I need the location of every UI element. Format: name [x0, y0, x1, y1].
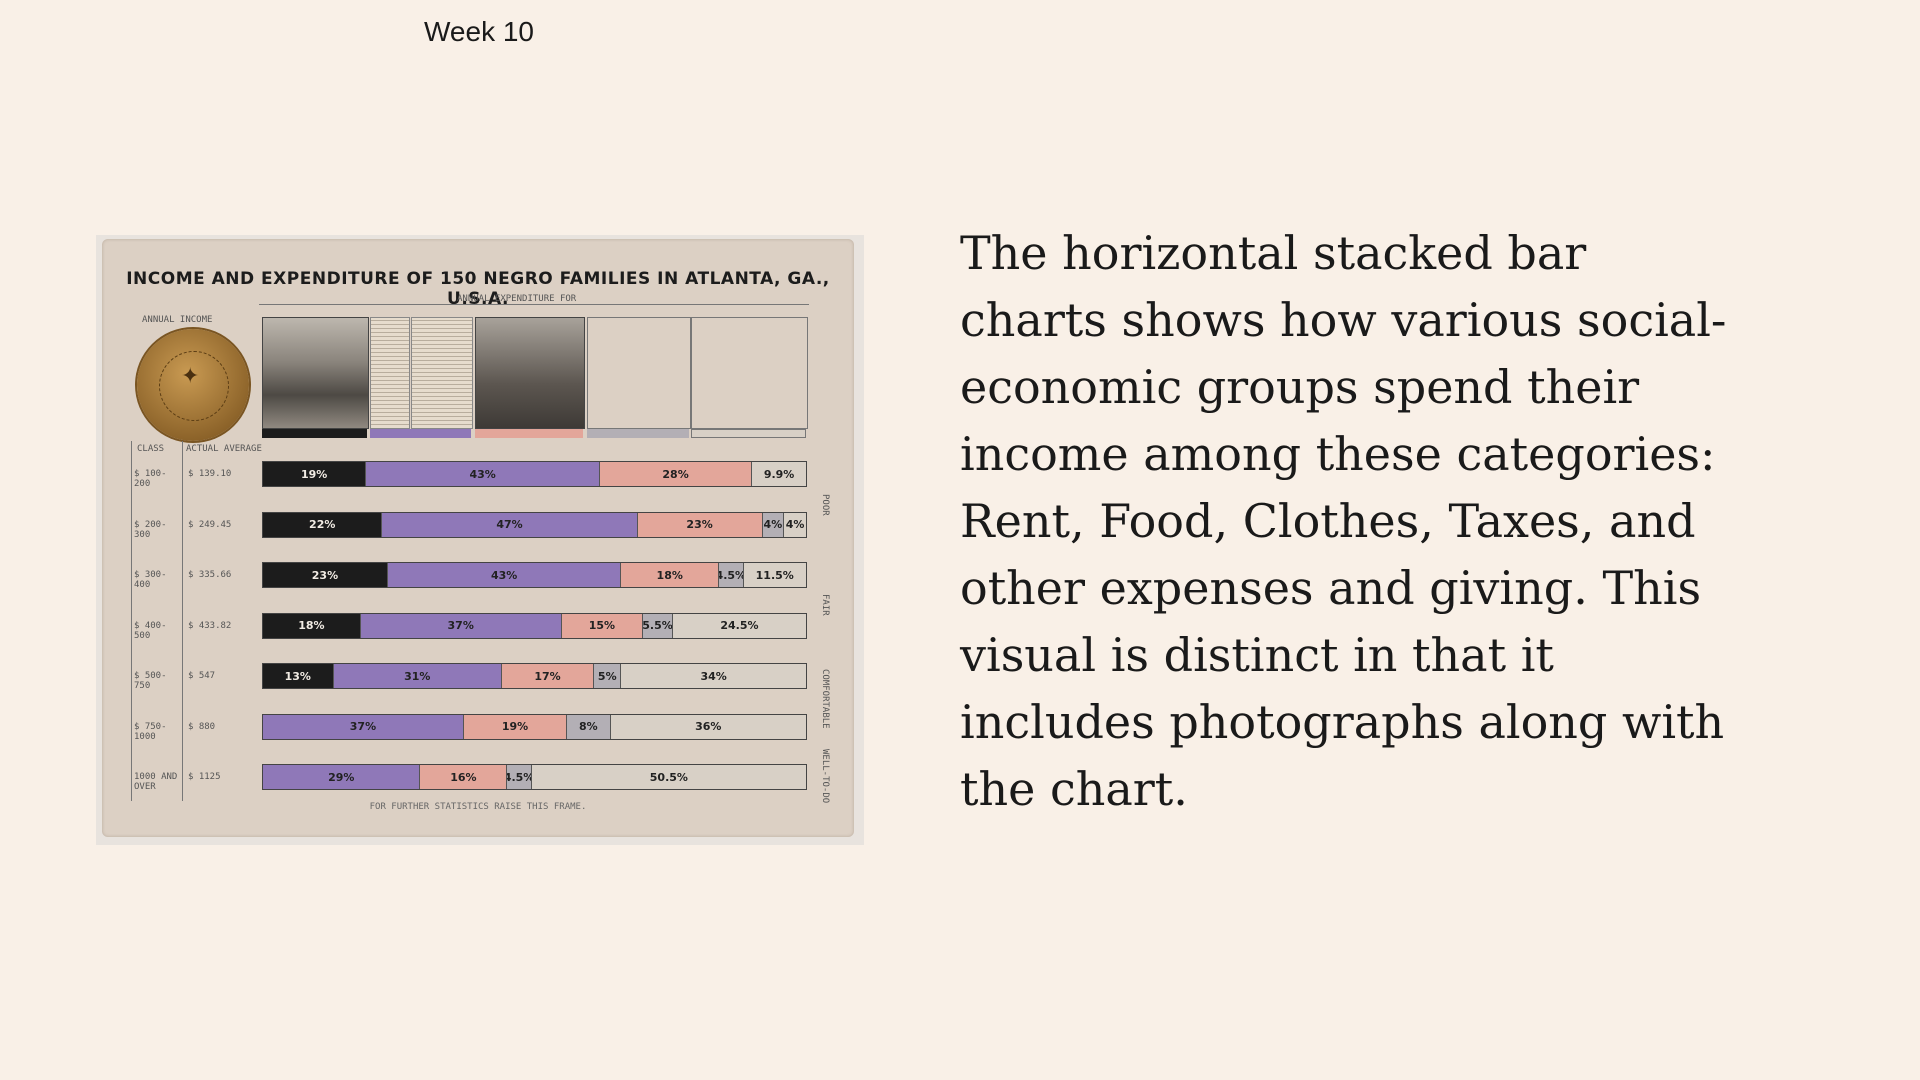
photo-house — [262, 317, 369, 429]
legend-taxes — [587, 429, 689, 438]
bar-segment-other-expenses-and-savings: 24.5% — [672, 613, 806, 638]
bar-segment-food: 31% — [333, 664, 502, 688]
eagle-icon: ✦ — [181, 363, 200, 388]
bar-segment-clothes: 17% — [501, 664, 595, 688]
row-average-label: $ 547 — [188, 671, 216, 681]
side-label-comfortable: COMFORTABLE — [820, 669, 830, 729]
bar-segment-clothes: 16% — [420, 765, 508, 789]
stacked-bar: 29%16%4.5%50.5% — [262, 764, 807, 790]
slide-description: The horizontal stacked bar charts shows … — [960, 226, 1727, 816]
seal-icon: ✦ — [137, 329, 249, 441]
bar-segment-food: 47% — [382, 512, 638, 537]
class-header: CLASS — [137, 444, 165, 454]
bar-segment-other-expenses-and-savings: 4% — [784, 512, 806, 537]
stacked-bar: 37% 19% 8% 36% — [262, 713, 807, 740]
bar-segment-other-expenses-and-savings: 34% — [621, 664, 806, 688]
row-average-label: $ 880 — [188, 721, 216, 732]
table-rule-v — [131, 441, 132, 801]
row-average-label: $ 139.10 — [188, 469, 232, 479]
bar-segment-other-expenses-and-savings: 9.9% — [752, 462, 806, 486]
bar-segment-direct-taxes: 5% — [594, 664, 622, 688]
stacked-bar: 18% 37% 15% 5.5% 24.5% — [262, 612, 807, 639]
bar-segment-rent: 23% — [263, 563, 388, 587]
row-class-label: $ 300-400 — [134, 570, 167, 590]
bar-segment-food: 37% — [263, 714, 464, 739]
legend-clothes — [475, 429, 583, 438]
bar-segment-direct-taxes: 4.5% — [507, 765, 532, 789]
side-label-well-to-do: WELL-TO-DO — [820, 749, 830, 804]
doc-taxes — [587, 317, 691, 429]
annual-income-label: ANNUAL INCOME — [142, 315, 213, 325]
side-label-poor: POOR — [820, 494, 830, 516]
bar-segment-clothes: 18% — [621, 563, 720, 587]
footer-note: FOR FURTHER STATISTICS RAISE THIS FRAME. — [369, 802, 587, 812]
bar-segment-food: 43% — [366, 462, 600, 486]
bar-segment-clothes: 19% — [463, 714, 568, 739]
week-label: Week 10 — [424, 16, 534, 47]
row-average-label: $ 249.45 — [188, 519, 232, 530]
bar-segment-food: 29% — [263, 765, 421, 789]
doc-bulletin — [370, 317, 410, 429]
stacked-bar: 13% 31% 17% 5% 34% — [262, 663, 807, 689]
stacked-bar: 23%43%18%4.5%11.5% — [262, 562, 807, 588]
row-class-label: 1000 AND OVER — [134, 772, 178, 792]
average-header: ACTUAL AVERAGE — [186, 444, 262, 454]
doc-other — [691, 317, 808, 429]
row-average-label: $ 335.66 — [188, 570, 232, 580]
stacked-bar: 19% 43% 28% 9.9% — [262, 461, 807, 487]
bar-segment-direct-taxes: 5.5% — [643, 613, 673, 638]
bar-segment-direct-taxes: 4.5% — [719, 563, 744, 587]
row-average-label: $ 1125 — [188, 772, 221, 782]
legend-food — [370, 429, 471, 438]
header-rule — [259, 304, 809, 305]
bar-segment-rent: 13% — [263, 664, 334, 688]
bar-segment-direct-taxes: 8% — [567, 714, 611, 739]
bar-segment-rent: 18% — [263, 613, 361, 638]
stacked-bar: 22% 47% 23% 4% 4% — [262, 511, 807, 538]
row-class-label: $ 100-200 — [134, 469, 167, 489]
photo-family — [475, 317, 585, 429]
row-class-label: $ 400-500 — [134, 620, 167, 641]
seal-ring — [159, 351, 229, 421]
poster-paper: INCOME AND EXPENDITURE OF 150 NEGRO FAMI… — [102, 239, 854, 837]
poster-image: INCOME AND EXPENDITURE OF 150 NEGRO FAMI… — [96, 235, 864, 845]
bar-segment-direct-taxes: 4% — [762, 512, 785, 537]
annual-expenditure-label: ANNUAL EXPENDITURE FOR — [457, 294, 577, 304]
bar-segment-other-expenses-and-savings: 36% — [610, 714, 806, 739]
bar-segment-rent: 22% — [263, 512, 383, 537]
row-class-label: $ 200-300 — [134, 519, 167, 540]
row-class-label: $ 750-1000 — [134, 721, 167, 742]
bar-segment-clothes: 15% — [561, 613, 644, 638]
doc-food — [411, 317, 473, 429]
row-class-label: $ 500-750 — [134, 671, 167, 691]
bar-segment-clothes: 23% — [637, 512, 763, 537]
bar-segment-other-expenses-and-savings: 50.5% — [531, 765, 806, 789]
legend-rent — [262, 429, 367, 438]
table-rule-v2 — [182, 441, 183, 801]
bar-segment-clothes: 28% — [599, 462, 753, 486]
legend-other — [691, 429, 806, 438]
bar-segment-food: 37% — [360, 613, 562, 638]
bar-segment-rent: 19% — [263, 462, 367, 486]
bar-segment-other-expenses-and-savings: 11.5% — [743, 563, 806, 587]
side-label-fair: FAIR — [820, 594, 830, 616]
bar-segment-food: 43% — [387, 563, 622, 587]
row-average-label: $ 433.82 — [188, 620, 232, 631]
